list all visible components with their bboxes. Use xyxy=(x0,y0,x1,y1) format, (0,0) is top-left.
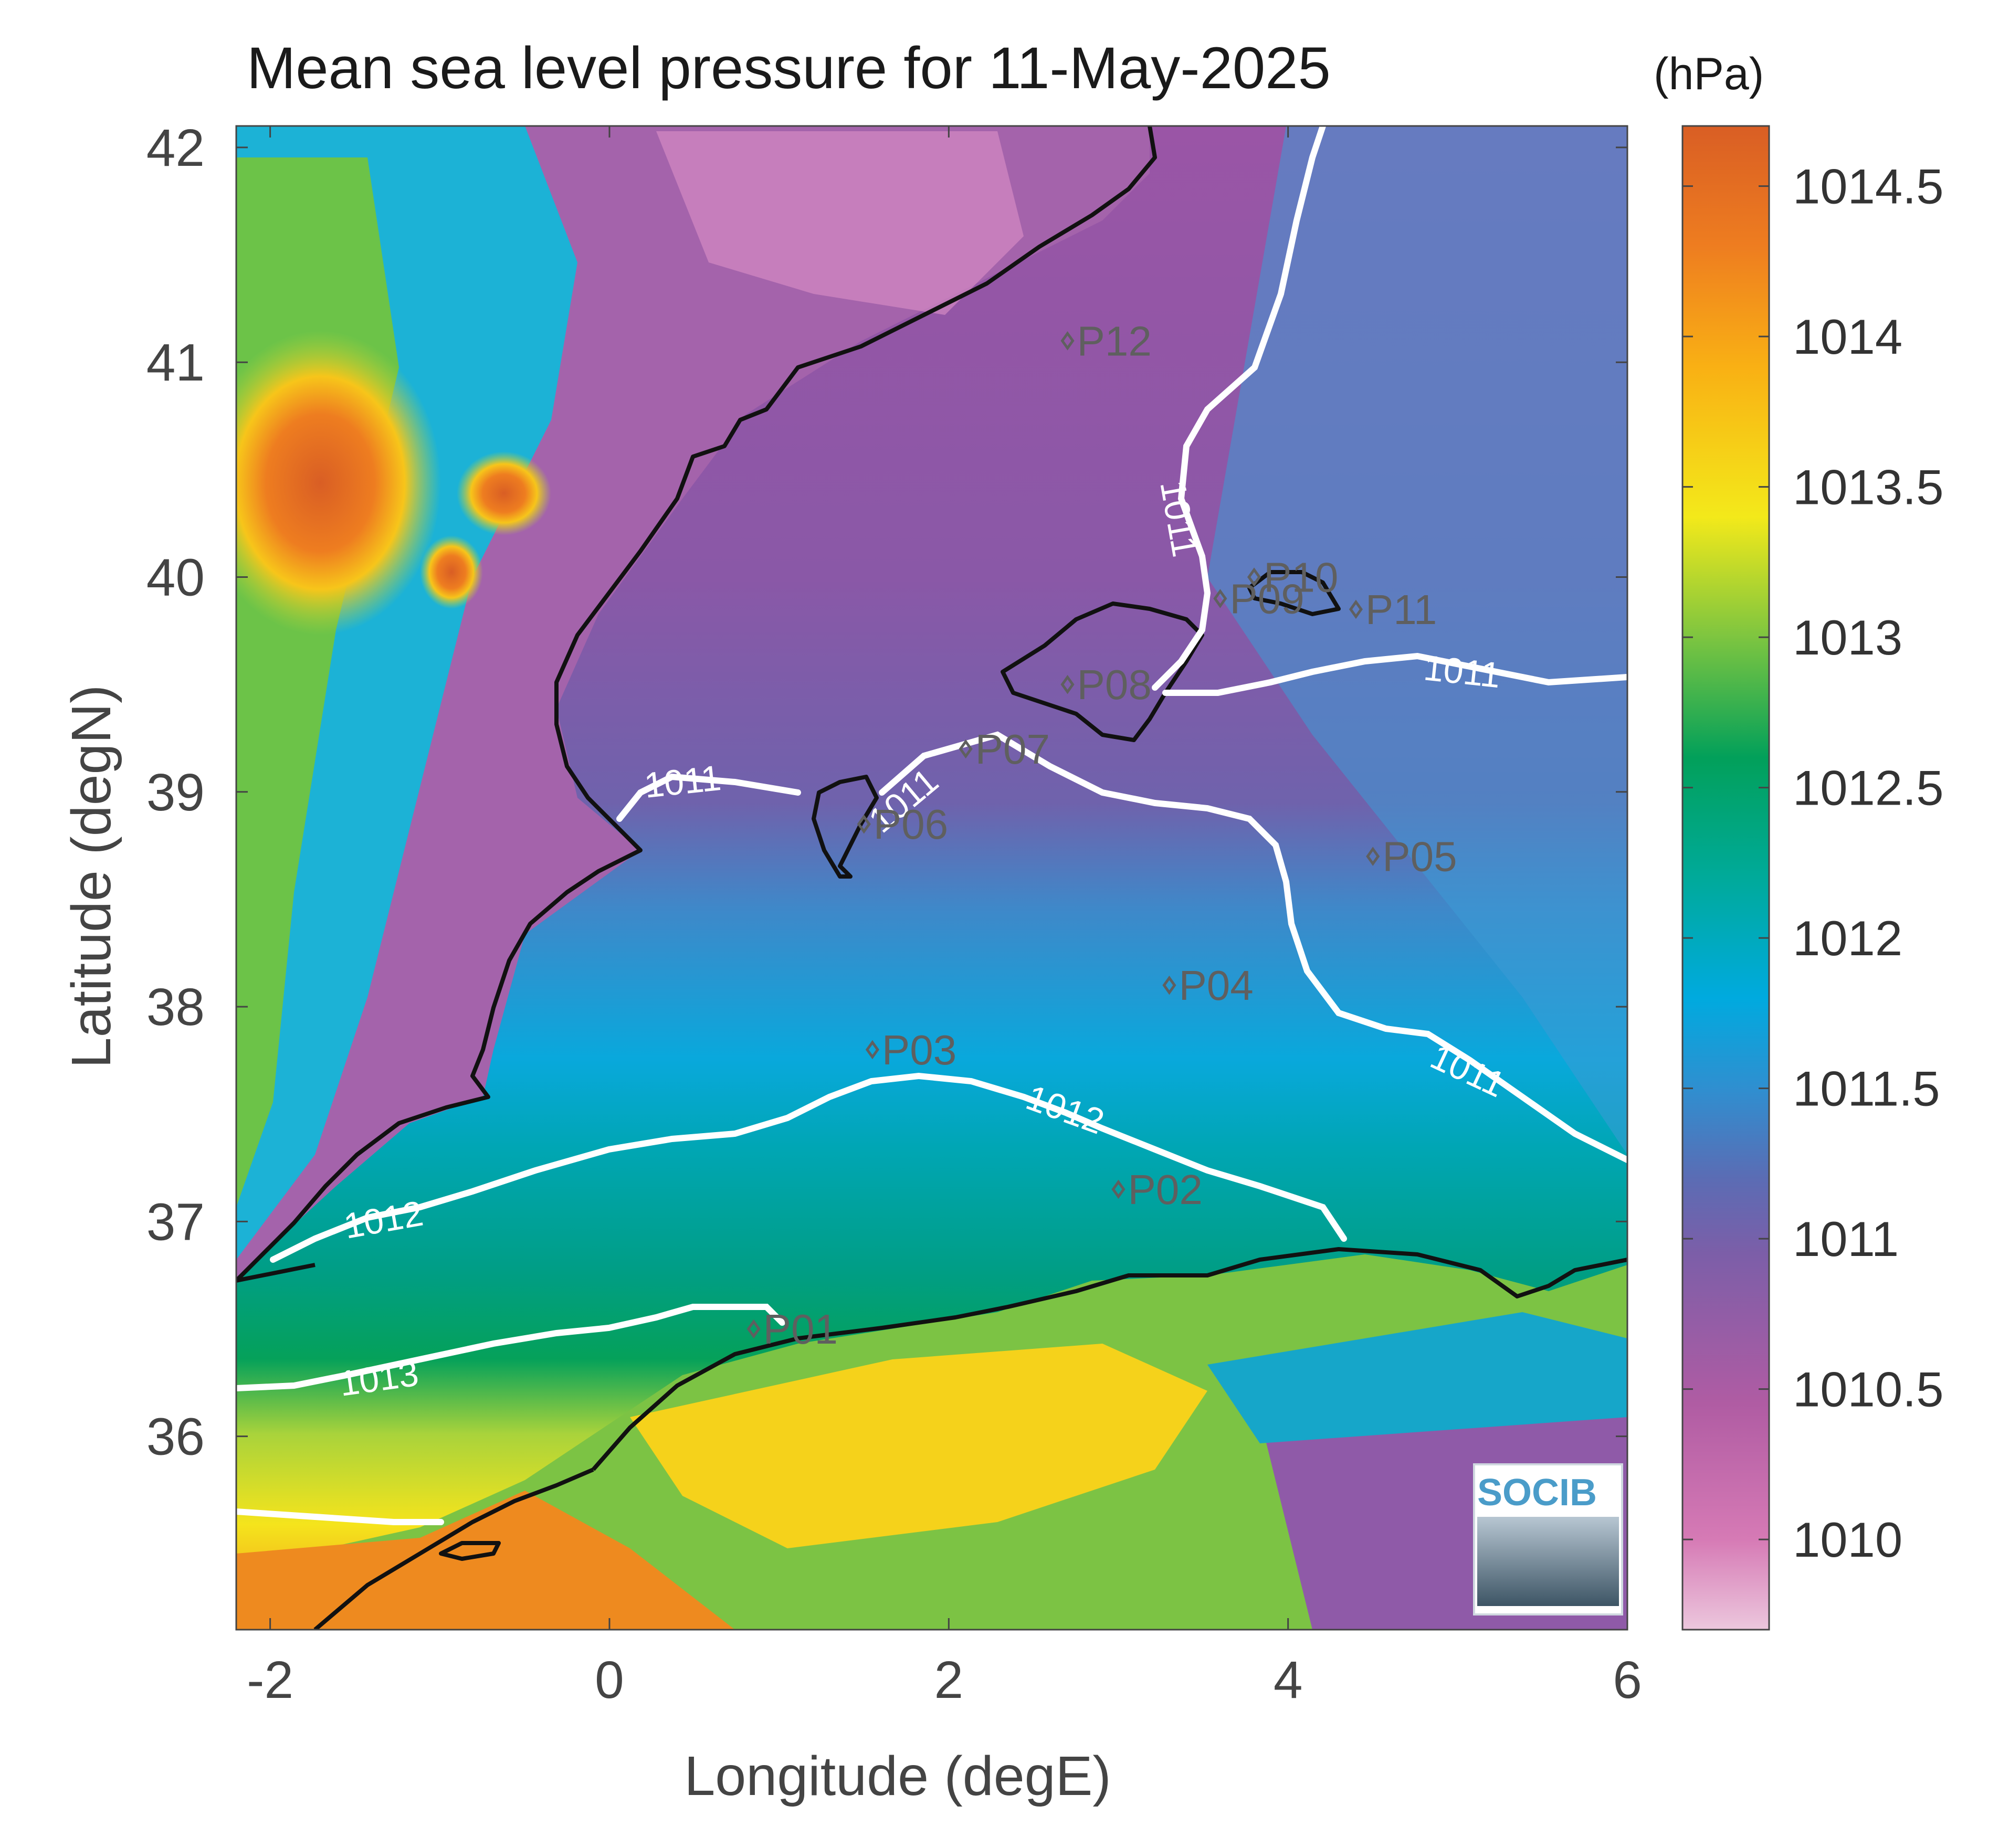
station-diamond-icon xyxy=(1060,331,1075,351)
station-p11: P11 xyxy=(1349,586,1437,633)
colorbar-tick-label: 1012.5 xyxy=(1793,761,1944,816)
africa-coastline xyxy=(236,1247,1627,1471)
station-p06: P06 xyxy=(857,801,948,848)
africa-mid-blue xyxy=(1207,1312,1627,1443)
station-p05: P05 xyxy=(1366,833,1457,880)
x-tick-label: -2 xyxy=(247,1651,293,1709)
colorbar-tick-label: 1011.5 xyxy=(1793,1061,1940,1116)
station-diamond-icon xyxy=(857,814,871,834)
colorbar-tick-label: 1014 xyxy=(1793,309,1902,364)
africa-coastline-west xyxy=(313,1467,594,1630)
y-axis-label: Latitude (degN) xyxy=(60,685,122,1069)
station-diamond-icon xyxy=(1247,567,1261,587)
station-label: P03 xyxy=(882,1027,956,1073)
mallorca-coastline xyxy=(1001,601,1204,742)
colorbar xyxy=(1681,125,1770,1631)
y-tick-label: 39 xyxy=(146,763,205,822)
iberia-coastline xyxy=(236,126,1157,1282)
contour-1013 xyxy=(236,1304,785,1391)
station-diamond-icon xyxy=(1349,599,1363,619)
logo-text: SOCIB xyxy=(1477,1472,1597,1514)
station-p04: P04 xyxy=(1162,962,1254,1009)
map-title: Mean sea level pressure for 11-May-2025 xyxy=(247,35,1331,101)
station-label: P10 xyxy=(1264,554,1338,601)
map-frame xyxy=(235,125,1628,1631)
y-tick-label: 40 xyxy=(146,548,205,607)
contour-1013-south xyxy=(236,1508,444,1525)
x-tick-label: 4 xyxy=(1274,1651,1303,1709)
station-label: P11 xyxy=(1365,586,1437,633)
y-tick-label: 41 xyxy=(146,333,205,392)
station-diamond-icon xyxy=(959,739,973,759)
station-p02: P02 xyxy=(1111,1166,1203,1213)
station-diamond-icon xyxy=(1213,589,1227,608)
contour-lines xyxy=(236,126,1627,1525)
colorbar-tick-label: 1011 xyxy=(1793,1211,1899,1266)
socib-logo: SOCIB xyxy=(1473,1463,1623,1615)
station-p08: P08 xyxy=(1060,661,1152,708)
station-label: P01 xyxy=(763,1306,838,1353)
pressure-high-iberia xyxy=(236,331,441,635)
africa-west-hot xyxy=(236,1491,735,1630)
station-p01: P01 xyxy=(746,1306,838,1353)
colorbar-tick-label: 1013 xyxy=(1793,610,1902,665)
y-tick-label: 37 xyxy=(146,1192,205,1251)
colorbar-ticks: 1010 1010.5 1011 1011.5 1012 1012.5 1013 1013.5… xyxy=(1682,159,1944,1567)
y-axis-ticks: 36 37 38 39 40 41 42 xyxy=(146,119,1627,1466)
x-tick-label: 2 xyxy=(934,1651,964,1709)
x-tick-label: 0 xyxy=(595,1651,624,1709)
station-diamond-icon xyxy=(746,1319,761,1339)
alboran-island xyxy=(439,1541,501,1561)
contour-label-1011-b: 1011 xyxy=(1422,648,1502,695)
station-label: P08 xyxy=(1077,661,1152,708)
pressure-high-small2 xyxy=(420,535,483,609)
colorbar-tick-label: 1014.5 xyxy=(1793,159,1944,214)
station-diamond-icon xyxy=(865,1040,879,1060)
contour-1012 xyxy=(270,1072,1347,1263)
station-p09: P09 xyxy=(1213,575,1305,622)
pressure-high-small xyxy=(457,451,551,535)
station-label: P12 xyxy=(1077,318,1152,364)
station-diamond-icon xyxy=(1162,975,1176,995)
contour-label-1011-c: 1011 xyxy=(643,758,723,806)
africa-yellow xyxy=(630,1344,1207,1548)
station-p10: P10 xyxy=(1247,554,1338,601)
station-label: P07 xyxy=(975,726,1050,773)
y-tick-label: 36 xyxy=(146,1408,205,1466)
colorbar-tick-label: 1010.5 xyxy=(1793,1362,1944,1417)
ibiza-coastline xyxy=(812,775,879,879)
x-axis-label: Longitude (degE) xyxy=(684,1745,1111,1807)
x-tick-label: 6 xyxy=(1613,1651,1642,1709)
colorbar-tick-label: 1013.5 xyxy=(1793,460,1944,515)
y-tick-label: 42 xyxy=(146,119,205,177)
contour-1011-south xyxy=(616,731,1627,1163)
contour-1011-north xyxy=(1152,126,1326,691)
x-axis-ticks: -2 0 2 4 6 xyxy=(247,126,1642,1709)
station-p03: P03 xyxy=(865,1027,956,1073)
station-p07: P07 xyxy=(959,726,1050,773)
coastlines xyxy=(236,126,1627,1630)
station-diamond-icon xyxy=(1111,1179,1126,1199)
colorbar-tick-label: 1010 xyxy=(1793,1512,1902,1567)
logo-wave xyxy=(1477,1517,1619,1606)
station-label: P06 xyxy=(874,801,948,848)
colorbar-unit: (hPa) xyxy=(1654,49,1764,99)
colorbar-tick-label: 1012 xyxy=(1793,911,1902,966)
station-label: P04 xyxy=(1179,962,1253,1009)
station-label: P09 xyxy=(1229,575,1304,622)
station-p12: P12 xyxy=(1060,318,1152,364)
contour-1011-east xyxy=(1162,652,1627,696)
station-diamond-icon xyxy=(1366,847,1380,866)
station-diamond-icon xyxy=(1060,674,1075,694)
east-sea-tint xyxy=(1207,126,1627,1155)
station-label: P05 xyxy=(1382,833,1457,880)
station-label: P02 xyxy=(1128,1166,1202,1213)
y-tick-label: 38 xyxy=(146,978,205,1037)
pyrenees-pale xyxy=(656,131,1024,315)
map-axes xyxy=(236,126,1627,1630)
menorca-coastline xyxy=(1247,570,1341,616)
